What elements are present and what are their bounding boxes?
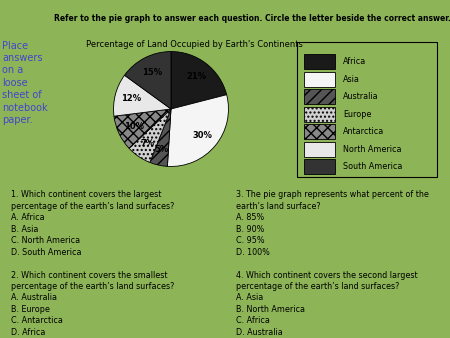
Text: 15%: 15%: [142, 68, 162, 77]
Text: North America: North America: [343, 145, 401, 154]
Wedge shape: [114, 109, 171, 148]
Wedge shape: [125, 52, 171, 109]
Bar: [304, 89, 335, 104]
Text: Place
answers
on a
loose
sheet of
notebook
paper.: Place answers on a loose sheet of notebo…: [2, 41, 48, 125]
Text: 1. Which continent covers the largest
percentage of the earth’s land surfaces?
A: 1. Which continent covers the largest pe…: [11, 190, 175, 337]
Text: 5%: 5%: [155, 145, 169, 154]
Wedge shape: [167, 95, 229, 166]
Text: 12%: 12%: [121, 94, 141, 103]
Text: South America: South America: [343, 162, 402, 171]
Text: 7%: 7%: [141, 139, 155, 148]
Text: Africa: Africa: [343, 57, 366, 66]
Bar: [304, 124, 335, 139]
Text: Antarctica: Antarctica: [343, 127, 384, 136]
Wedge shape: [113, 75, 171, 116]
Text: Refer to the pie graph to answer each question. Circle the letter beside the cor: Refer to the pie graph to answer each qu…: [54, 14, 450, 23]
Wedge shape: [150, 109, 171, 166]
Text: Australia: Australia: [343, 92, 378, 101]
Text: Percentage of Land Occupied by Earth's Continents: Percentage of Land Occupied by Earth's C…: [86, 40, 302, 49]
Bar: [304, 72, 335, 87]
Text: 3. The pie graph represents what percent of the
earth’s land surface?
A. 85%
B. : 3. The pie graph represents what percent…: [236, 190, 429, 337]
Bar: [304, 142, 335, 156]
Bar: [304, 107, 335, 122]
Text: Europe: Europe: [343, 110, 371, 119]
Wedge shape: [129, 109, 171, 163]
Text: 30%: 30%: [193, 131, 213, 140]
Bar: [304, 159, 335, 174]
Text: 21%: 21%: [186, 72, 207, 81]
Text: 10%: 10%: [124, 122, 144, 131]
Bar: [304, 54, 335, 69]
Wedge shape: [171, 52, 227, 109]
Text: Asia: Asia: [343, 75, 360, 84]
